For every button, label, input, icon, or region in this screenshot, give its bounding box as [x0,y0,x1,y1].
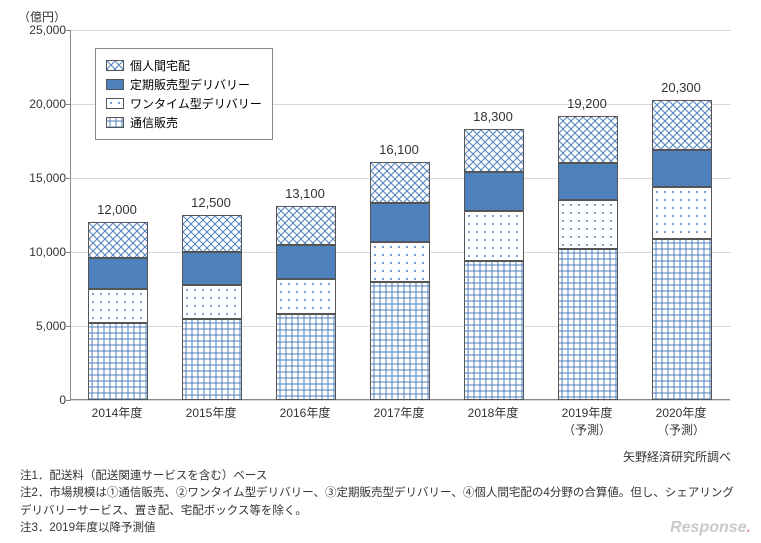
legend-swatch [106,98,124,109]
bar-segment-teiki [276,245,336,279]
bar-segment-tsushin [558,249,618,400]
legend-swatch [106,117,124,128]
bar-segment-kojin [370,162,430,203]
bar-segment-teiki [370,203,430,241]
y-tick-label: 15,000 [16,171,66,185]
bar-total-label: 12,000 [70,202,164,217]
gridline [71,400,731,401]
y-tick-label: 10,000 [16,245,66,259]
x-tick-label: 2019年度（予測） [540,405,634,439]
bar-segment-kojin [652,100,712,150]
bar-total-label: 20,300 [634,80,728,95]
y-tick-label: 0 [16,393,66,407]
bar-segment-tsushin [464,261,524,400]
bar-segment-kojin [88,222,148,258]
gridline [71,30,731,31]
x-tick-label: 2020年度（予測） [634,405,728,439]
bar-segment-tsushin [182,319,242,400]
legend-label: 定期販売型デリバリー [130,76,250,93]
bar-segment-onetime [464,211,524,261]
legend-item-tsushin: 通信販売 [106,114,262,131]
legend-swatch [106,60,124,71]
bar-segment-onetime [558,200,618,249]
bar-segment-kojin [276,206,336,244]
bar-segment-teiki [88,258,148,289]
bar-segment-teiki [464,172,524,210]
bar-total-label: 18,300 [446,109,540,124]
x-tick-label: 2017年度 [352,405,446,422]
legend-item-kojin: 個人間宅配 [106,57,262,74]
legend-label: 通信販売 [130,114,178,131]
x-tick-label: 2014年度 [70,405,164,422]
legend-swatch [106,79,124,90]
watermark-dot: . [747,519,751,536]
legend-box: 個人間宅配定期販売型デリバリーワンタイム型デリバリー通信販売 [95,48,273,140]
x-tick-label: 2016年度 [258,405,352,422]
bar-segment-tsushin [370,282,430,400]
y-tick [66,252,71,253]
y-tick [66,178,71,179]
bar-segment-kojin [464,129,524,172]
bar-segment-kojin [558,116,618,163]
bar-segment-onetime [370,242,430,282]
x-tick-label: 2015年度 [164,405,258,422]
y-tick-label: 5,000 [16,319,66,333]
bar-segment-tsushin [652,239,712,400]
bar-segment-teiki [652,150,712,187]
bar-total-label: 19,200 [540,96,634,111]
footnote-line: 注3．2019年度以降予測値 [20,520,740,537]
footnotes: 注1．配送料（配送関連サービスを含む）ベース注2．市場規模は①通信販売、②ワンタ… [20,468,740,537]
y-tick-label: 20,000 [16,97,66,111]
bar-segment-tsushin [88,323,148,400]
x-tick-label: 2018年度 [446,405,540,422]
bar-segment-kojin [182,215,242,252]
bar-segment-onetime [88,289,148,323]
y-tick [66,30,71,31]
bar-segment-onetime [182,285,242,319]
bar-segment-teiki [182,252,242,285]
y-tick [66,400,71,401]
y-tick [66,104,71,105]
bar-total-label: 13,100 [258,186,352,201]
bar-segment-teiki [558,163,618,200]
legend-item-onetime: ワンタイム型デリバリー [106,95,262,112]
footnote-line: 注2．市場規模は①通信販売、②ワンタイム型デリバリー、③定期販売型デリバリー、④… [20,485,740,520]
legend-label: ワンタイム型デリバリー [130,95,262,112]
y-tick [66,326,71,327]
watermark-text: Response [670,519,746,536]
bar-segment-tsushin [276,314,336,400]
bar-segment-onetime [276,279,336,315]
y-tick-label: 25,000 [16,23,66,37]
bar-total-label: 12,500 [164,195,258,210]
legend-label: 個人間宅配 [130,57,190,74]
footnote-line: 注1．配送料（配送関連サービスを含む）ベース [20,468,740,485]
bar-total-label: 16,100 [352,142,446,157]
legend-item-teiki: 定期販売型デリバリー [106,76,262,93]
watermark-logo: Response. [670,519,751,537]
bar-segment-onetime [652,187,712,239]
source-attribution: 矢野経済研究所調べ [623,448,731,465]
